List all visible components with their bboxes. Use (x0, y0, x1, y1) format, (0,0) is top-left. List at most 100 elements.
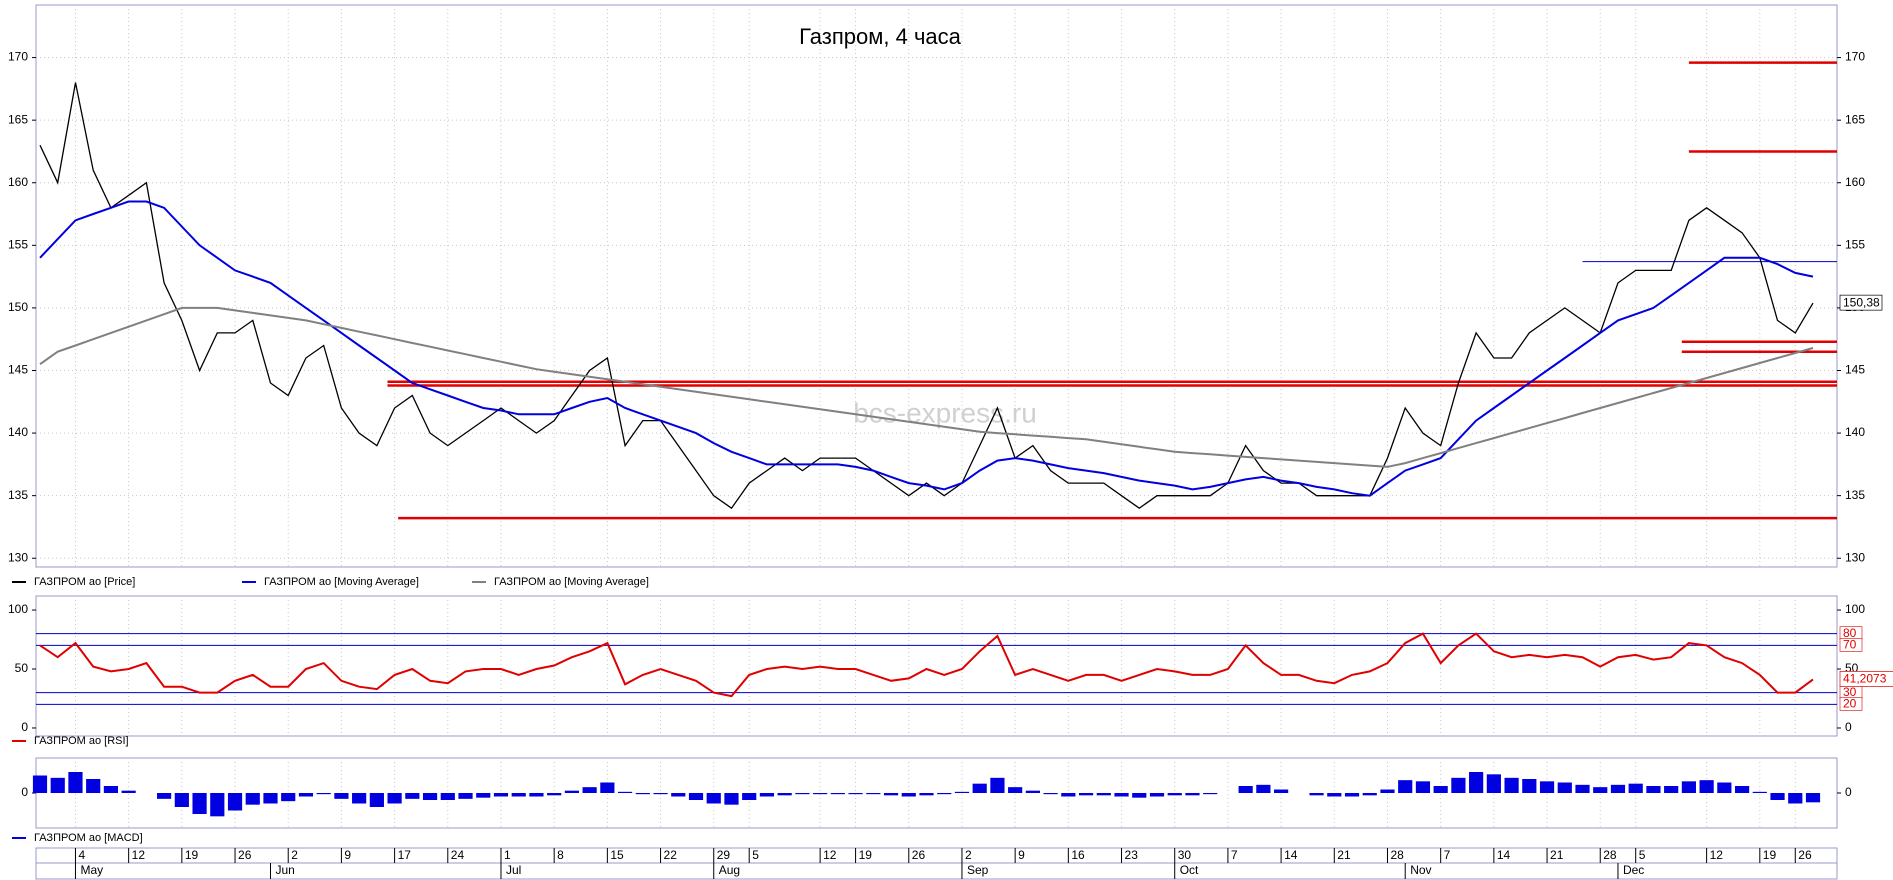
histogram-bar (1167, 793, 1182, 796)
x-tick-label: 5 (1639, 848, 1646, 862)
y-tick-label-right: 155 (1845, 237, 1865, 251)
histogram-bar (511, 793, 526, 797)
y-tick-label-right: 130 (1845, 550, 1865, 564)
y-tick-label-right: 135 (1845, 488, 1865, 502)
histogram-bar (50, 777, 65, 793)
legend-label: ГАЗПРОМ ао [Price] (34, 576, 135, 588)
histogram-bar (334, 793, 349, 799)
histogram-bar (1078, 793, 1094, 796)
histogram-bar (1274, 789, 1289, 793)
y-tick-label-right: 145 (1845, 363, 1865, 377)
month-label: Dec (1623, 863, 1644, 877)
x-tick-label: 14 (1497, 848, 1511, 862)
histogram-bar (1451, 777, 1466, 793)
x-tick-label: 26 (912, 848, 926, 862)
histogram-bar (653, 793, 668, 795)
histogram-bar (1539, 781, 1555, 793)
month-label: Jul (506, 863, 521, 877)
x-tick-label: 4 (78, 848, 85, 862)
last-value-label: 150,38 (1843, 295, 1880, 309)
histogram-bar (1008, 787, 1023, 793)
histogram-bar (440, 793, 455, 800)
histogram-bar (547, 793, 562, 796)
series-line (39, 306, 1814, 468)
panel-frame (35, 595, 1838, 737)
histogram-bar (830, 793, 845, 795)
histogram-bar (1522, 779, 1537, 793)
level-label: 80 (1843, 626, 1857, 640)
y-tick-label: 150 (8, 300, 28, 314)
x-tick-label: 16 (1071, 848, 1085, 862)
histogram-bar (1752, 791, 1767, 793)
month-label: Jun (275, 863, 294, 877)
histogram-bar (1061, 793, 1076, 797)
x-tick-label: 12 (1710, 848, 1724, 862)
histogram-bar (1681, 781, 1696, 793)
y-tick-label-right: 0 (1845, 785, 1852, 799)
histogram-bar (529, 793, 544, 797)
histogram-bar (192, 793, 207, 814)
histogram-bar (1788, 793, 1803, 804)
y-tick-label: 170 (8, 50, 28, 64)
x-tick-label: 7 (1231, 848, 1238, 862)
histogram-bar (245, 793, 260, 805)
histogram-bar (86, 779, 101, 793)
histogram-bar (1610, 784, 1626, 793)
histogram-bar (1362, 793, 1377, 796)
histogram-bar (210, 793, 225, 817)
histogram-bar (263, 793, 278, 804)
y-tick-label: 0 (21, 720, 28, 734)
x-tick-label: 23 (1125, 848, 1139, 862)
legend-label: ГАЗПРОМ ао [RSI] (34, 735, 129, 747)
histogram-bar (1149, 793, 1165, 797)
histogram-bar (1114, 793, 1129, 797)
histogram-bar (688, 793, 704, 800)
histogram-bar (298, 793, 314, 797)
histogram-bar (1593, 787, 1608, 793)
histogram-bar (227, 793, 243, 811)
histogram-bar (759, 793, 775, 797)
month-label: Oct (1180, 863, 1199, 877)
histogram-bar (1238, 786, 1253, 793)
histogram-bar (1415, 781, 1431, 793)
histogram-bar (1309, 793, 1324, 796)
histogram-bar (919, 793, 934, 796)
series-line (39, 632, 1814, 698)
y-tick-label: 145 (8, 363, 28, 377)
x-tick-label: 21 (1550, 848, 1564, 862)
x-tick-label: 24 (451, 848, 465, 862)
last-value-box (1839, 294, 1883, 311)
histogram-bar (1327, 793, 1342, 797)
histogram-bar (422, 793, 438, 800)
x-tick-label: 30 (1178, 848, 1192, 862)
histogram-bar (1504, 777, 1519, 793)
histogram-bar (174, 793, 189, 807)
y-tick-label-right: 170 (1845, 50, 1865, 64)
x-tick-label: 26 (238, 848, 252, 862)
x-tick-label: 7 (1444, 848, 1451, 862)
histogram-bar (1398, 780, 1413, 793)
histogram-bar (635, 793, 650, 795)
month-label: Nov (1410, 863, 1431, 877)
histogram-bar (795, 793, 810, 795)
histogram-bar (1096, 793, 1111, 796)
series-line (39, 82, 1814, 510)
x-tick-label: 9 (344, 848, 351, 862)
last-value-box (1839, 671, 1893, 687)
histogram-bar (1717, 782, 1732, 793)
histogram-bar (405, 793, 420, 799)
level-label: 30 (1843, 685, 1857, 699)
level-label: 70 (1843, 638, 1857, 652)
y-tick-label-right: 0 (1845, 720, 1852, 734)
histogram-bar (901, 793, 916, 797)
histogram-bar (1770, 793, 1785, 800)
panel-frame (35, 4, 1838, 568)
y-tick-label-right: 100 (1845, 602, 1865, 616)
histogram-bar (458, 793, 473, 799)
x-tick-label: 5 (752, 848, 759, 862)
histogram-bar (671, 793, 686, 797)
histogram-bar (1557, 782, 1572, 793)
histogram-bar (32, 775, 48, 793)
histogram-bar (706, 793, 721, 804)
